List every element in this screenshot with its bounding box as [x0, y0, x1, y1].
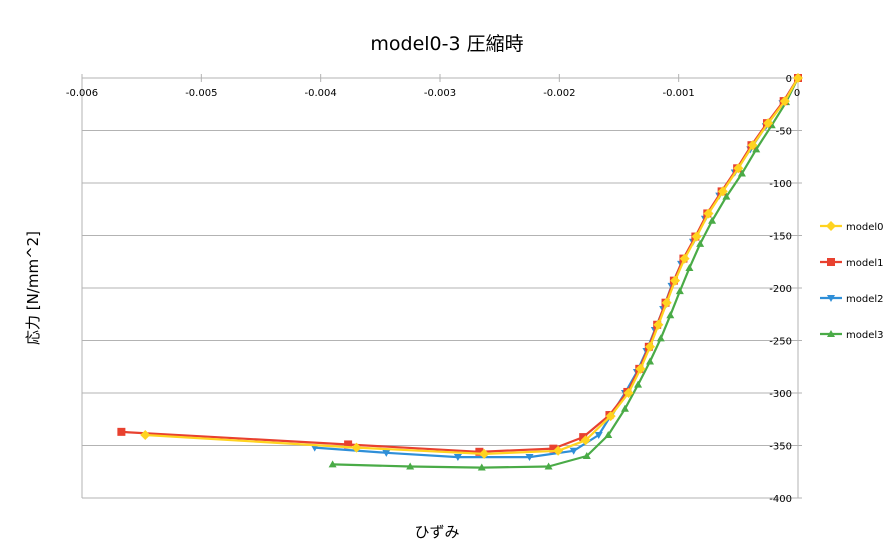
data-point-model2 — [310, 444, 319, 452]
data-point-model0 — [479, 448, 490, 459]
legend-swatch-marker — [826, 221, 836, 231]
y-tick-label: -100 — [769, 179, 792, 190]
y-tick-label: -250 — [769, 337, 792, 348]
y-axis-label: 応力 [N/mm^2] — [24, 231, 42, 345]
data-point-model3 — [656, 334, 665, 342]
legend-entry-model3: model3 — [820, 330, 884, 341]
data-point-model2 — [453, 454, 462, 462]
data-point-model2 — [382, 449, 391, 457]
y-axis-ticks: 0 -50 -100 -150 -200 -250 -300 -350 -400 — [769, 74, 802, 505]
y-tick-label: -150 — [769, 232, 792, 243]
data-point-model3 — [544, 462, 553, 470]
data-point-model0 — [779, 96, 790, 107]
data-point-model3 — [675, 287, 684, 295]
data-point-model3 — [666, 311, 675, 319]
series-model3 — [328, 74, 802, 471]
data-point-model0 — [661, 297, 672, 308]
data-point-model3 — [620, 404, 629, 412]
data-point-model0 — [580, 435, 591, 446]
data-point-model0 — [717, 186, 728, 197]
data-point-model1 — [549, 444, 558, 453]
y-tick-label: -200 — [769, 284, 792, 295]
data-point-model0 — [351, 442, 362, 453]
data-point-model0 — [645, 341, 656, 352]
data-point-model0 — [140, 430, 151, 440]
x-tick-label: -0.004 — [305, 88, 337, 99]
legend-swatch-marker — [827, 295, 835, 302]
legend-entry-model2: model2 — [820, 294, 884, 305]
y-tick-label: -300 — [769, 389, 792, 400]
data-point-model0 — [670, 275, 681, 286]
data-series — [117, 73, 803, 471]
data-point-model0 — [553, 445, 564, 456]
data-point-model0 — [605, 411, 616, 422]
legend-label: model3 — [846, 330, 884, 341]
chart-title: model0-3 圧縮時 — [370, 33, 523, 55]
legend-label: model2 — [846, 294, 884, 305]
grid-lines — [82, 130, 798, 499]
legend-swatch-marker — [827, 330, 835, 337]
data-point-model3 — [406, 462, 415, 470]
data-point-model3 — [582, 452, 591, 459]
data-point-model0 — [691, 231, 702, 242]
y-tick-label: 0 — [786, 74, 792, 85]
series-model0 — [140, 73, 803, 459]
data-point-model1 — [475, 447, 484, 456]
data-point-model3 — [604, 431, 613, 438]
data-point-model1 — [117, 427, 126, 436]
legend-label: model1 — [846, 258, 884, 269]
legend: model0 model1 model2 model3 — [820, 221, 884, 341]
data-point-model3 — [737, 169, 746, 177]
x-tick-label: -0.001 — [663, 88, 695, 99]
data-point-model2 — [525, 454, 534, 462]
data-point-model0 — [793, 73, 803, 83]
x-tick-label: -0.002 — [543, 88, 575, 99]
y-tick-label: -350 — [769, 442, 792, 453]
data-point-model3 — [696, 239, 705, 247]
data-point-model3 — [752, 145, 761, 153]
x-axis-ticks: -0.006 -0.005 -0.004 -0.003 -0.002 -0.001 0 — [66, 74, 800, 99]
data-point-model0 — [747, 140, 758, 151]
x-tick-label: 0 — [794, 88, 800, 99]
data-point-model2 — [569, 447, 578, 455]
data-point-model2 — [594, 432, 603, 439]
data-point-model3 — [646, 357, 655, 365]
legend-entry-model1: model1 — [820, 258, 884, 269]
data-point-model3 — [634, 380, 643, 388]
legend-label: model0 — [846, 222, 884, 233]
legend-swatch-marker — [827, 258, 835, 266]
data-point-model0 — [763, 118, 774, 129]
data-point-model0 — [653, 319, 664, 330]
data-point-model1 — [344, 440, 353, 449]
x-tick-label: -0.005 — [185, 88, 217, 99]
data-point-model3 — [477, 463, 486, 471]
data-point-model3 — [685, 264, 694, 272]
data-point-model0 — [703, 208, 714, 219]
data-point-model0 — [679, 253, 690, 264]
data-point-model3 — [708, 216, 717, 224]
y-tick-label: -400 — [769, 494, 792, 505]
legend-entry-model0: model0 — [820, 221, 884, 233]
data-point-model1 — [579, 433, 588, 442]
data-point-model0 — [623, 388, 634, 398]
x-tick-label: -0.006 — [66, 88, 98, 99]
data-point-model0 — [733, 163, 744, 174]
y-tick-label: -50 — [776, 127, 792, 138]
data-point-model3 — [722, 192, 731, 200]
x-tick-label: -0.003 — [424, 88, 456, 99]
data-point-model3 — [328, 460, 337, 468]
data-point-model0 — [635, 363, 646, 374]
x-axis-label: ひずみ — [414, 523, 459, 541]
